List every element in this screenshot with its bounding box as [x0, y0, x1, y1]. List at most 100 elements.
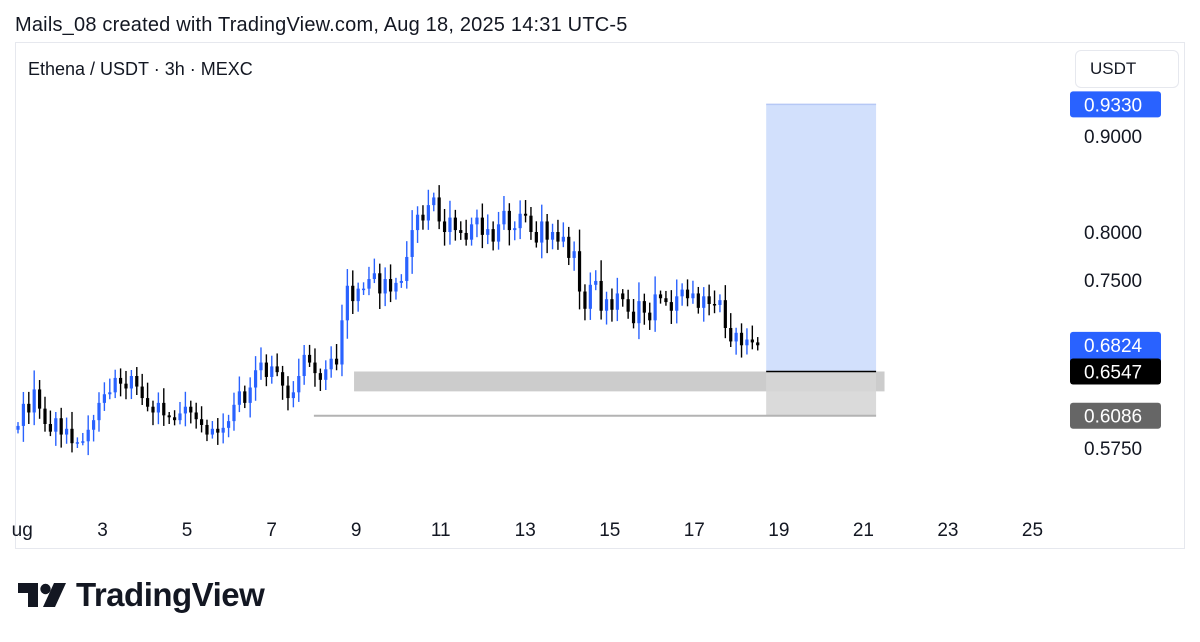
candle-body — [734, 332, 738, 342]
candle-body — [232, 404, 236, 422]
time-tick-label: 11 — [431, 520, 451, 541]
candle-body — [442, 221, 447, 232]
candle-body — [653, 294, 657, 321]
price-tag-stop-value: 0.6086 — [1084, 407, 1142, 428]
candle-body — [259, 362, 263, 371]
demand-zone[interactable] — [354, 371, 885, 392]
candle-body — [172, 417, 177, 421]
candle-body — [723, 300, 727, 328]
candle-body — [712, 304, 717, 306]
candle-body — [729, 328, 733, 342]
target-zone[interactable] — [766, 104, 877, 372]
candle-body — [750, 339, 754, 343]
candle-body — [707, 296, 711, 304]
candle-body — [475, 217, 479, 225]
price-tag-target — [1070, 91, 1161, 118]
candle-body — [691, 293, 695, 299]
candle-body — [221, 427, 225, 433]
candle-body — [388, 279, 393, 292]
candle-body — [523, 213, 528, 216]
candle-body — [383, 279, 387, 294]
candle-body — [351, 285, 355, 302]
candle-body — [556, 232, 560, 242]
candle-body — [394, 282, 398, 292]
candle-body — [189, 406, 193, 413]
time-tick-label: 23 — [937, 520, 958, 541]
candle-body — [178, 413, 182, 421]
candle-body — [432, 197, 436, 206]
candle-body — [140, 386, 144, 399]
candle-body — [205, 424, 209, 435]
candle-body — [70, 428, 74, 444]
candle-body — [583, 291, 587, 309]
candle-body — [135, 376, 139, 387]
time-tick-label: 13 — [515, 520, 536, 541]
candle-body — [572, 251, 576, 258]
tradingview-logo-icon — [18, 583, 66, 607]
price-tag-stop — [1070, 402, 1161, 429]
candle-body — [464, 232, 468, 240]
candle-body — [97, 402, 101, 421]
candle-body — [410, 230, 414, 257]
time-tick-label: 19 — [768, 520, 789, 541]
candle-body — [378, 273, 382, 294]
candle-body — [637, 301, 641, 324]
candle-body — [480, 217, 484, 235]
candle-body — [399, 280, 403, 283]
candle-body — [86, 429, 90, 442]
candle-body — [324, 369, 328, 380]
time-tick-label: ug — [12, 520, 33, 541]
candle-body — [167, 415, 171, 418]
symbol-title: Ethena / USDT · 3h · MEXC — [28, 59, 253, 79]
candle-body — [340, 320, 344, 365]
candle-body — [183, 406, 187, 414]
candle-body — [210, 428, 214, 435]
candle-body — [356, 288, 360, 302]
candle-body — [113, 377, 117, 393]
candle-body — [739, 332, 744, 346]
candle-body — [577, 251, 582, 292]
candle-body — [48, 424, 52, 432]
candle-body — [561, 236, 565, 242]
candle-body — [21, 403, 25, 426]
candle-body — [545, 221, 549, 240]
chart-frame — [15, 42, 1185, 549]
candle-body — [32, 389, 36, 413]
candle-body — [291, 392, 295, 399]
candle-body — [491, 229, 495, 242]
candle-body — [75, 442, 79, 444]
candle-body — [696, 293, 700, 308]
chart-caption: Mails_08 created with TradingView.com, A… — [15, 14, 628, 36]
candle-body — [448, 217, 452, 232]
footer-brand: TradingView — [76, 576, 265, 613]
candle-body — [669, 302, 673, 311]
price-tick-label: 0.7500 — [1084, 271, 1142, 292]
candle-body — [329, 358, 333, 370]
candle-body — [64, 428, 69, 435]
candle-body — [302, 354, 306, 376]
stop-zone[interactable] — [766, 371, 877, 416]
candle-body — [486, 229, 490, 235]
candle-body — [453, 217, 457, 231]
candle-body — [540, 221, 544, 243]
currency-button[interactable]: USDT — [1075, 50, 1179, 88]
time-tick-label: 17 — [684, 520, 705, 541]
price-tag-entry — [1070, 358, 1161, 385]
candle-body — [631, 311, 636, 324]
candle-body — [43, 408, 47, 424]
candle-body — [16, 425, 20, 430]
candle-body — [297, 376, 301, 393]
candle-body — [275, 366, 279, 373]
candle-body — [151, 406, 155, 413]
candle-body — [199, 419, 204, 425]
candle-body — [313, 362, 317, 374]
candle-body — [361, 288, 366, 291]
candle-body — [243, 391, 247, 403]
candle-body — [496, 224, 501, 242]
candle-body — [534, 232, 538, 243]
candle-body — [286, 385, 290, 399]
candle-body — [459, 230, 463, 233]
candle-body — [54, 418, 58, 432]
candle-body — [567, 236, 571, 258]
